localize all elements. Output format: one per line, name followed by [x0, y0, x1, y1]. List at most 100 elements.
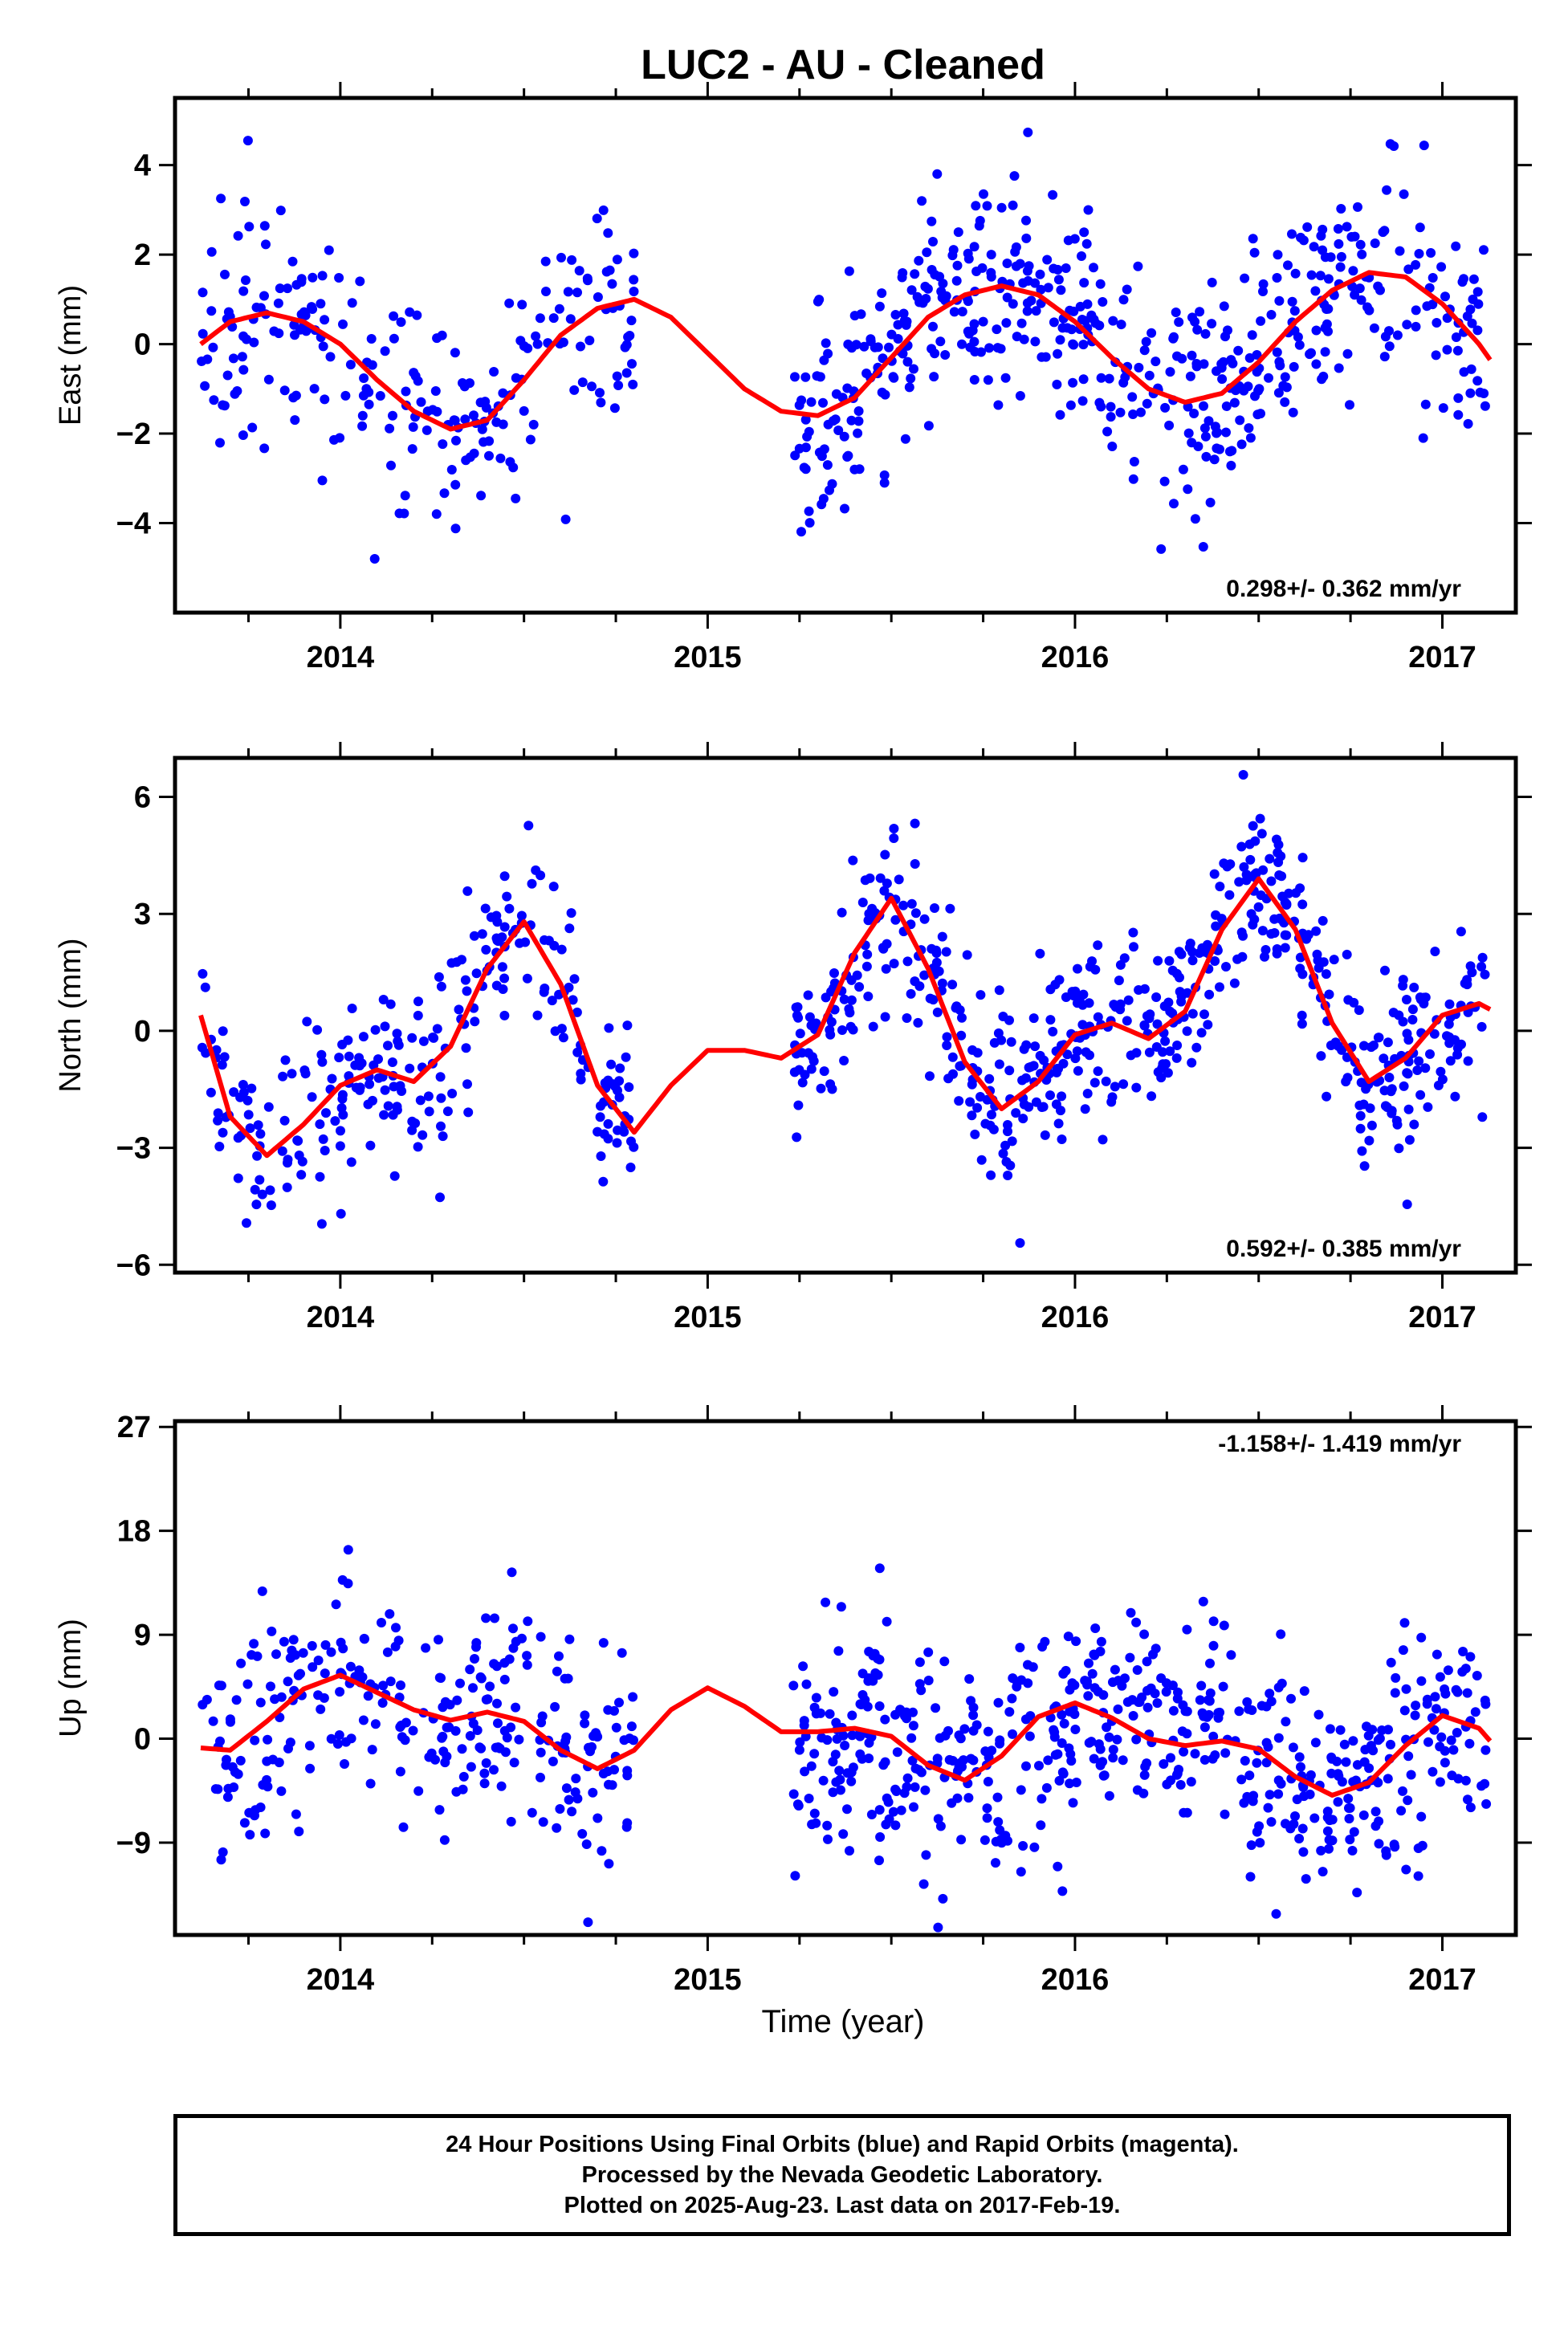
data-point	[1007, 1136, 1017, 1147]
data-point	[1134, 1697, 1144, 1707]
data-point	[790, 450, 800, 461]
data-point	[298, 1648, 308, 1658]
data-point	[422, 406, 433, 417]
data-point	[1463, 418, 1473, 429]
data-point	[307, 1640, 317, 1651]
data-point	[1187, 1008, 1198, 1019]
data-point	[1265, 853, 1275, 864]
data-point	[1008, 299, 1018, 309]
data-point	[626, 316, 637, 326]
data-point	[1429, 1725, 1440, 1735]
data-point	[930, 903, 939, 913]
data-point	[928, 321, 938, 332]
data-point	[1395, 246, 1405, 256]
data-point	[1000, 1831, 1011, 1841]
data-point	[902, 316, 912, 327]
data-point	[971, 201, 981, 211]
data-point	[1168, 1705, 1179, 1716]
data-point	[849, 311, 860, 321]
data-point	[389, 1171, 400, 1181]
data-point	[909, 1802, 918, 1812]
data-point	[996, 202, 1007, 213]
data-point	[1237, 951, 1248, 962]
y-tick-label: −6	[116, 1249, 151, 1282]
data-point	[1310, 1737, 1321, 1748]
data-point	[536, 870, 546, 881]
data-point	[933, 1922, 943, 1933]
data-point	[434, 1635, 443, 1645]
y-tick-label: 2	[134, 238, 151, 272]
data-point	[613, 381, 624, 390]
model-fit-line	[199, 270, 1493, 432]
data-point	[572, 1794, 583, 1804]
data-point	[1327, 1815, 1338, 1825]
data-point	[925, 993, 935, 1004]
data-point	[853, 416, 864, 426]
y-tick-label: 0	[134, 1723, 151, 1757]
data-point	[1294, 1752, 1305, 1762]
data-point	[1049, 317, 1059, 328]
data-point	[1460, 1775, 1471, 1786]
data-point	[838, 1829, 849, 1839]
data-point	[1001, 318, 1012, 328]
data-point	[603, 228, 613, 238]
data-point	[261, 239, 271, 250]
data-point	[873, 342, 883, 352]
data-point	[226, 1717, 235, 1727]
data-point	[485, 1681, 495, 1692]
data-point	[793, 1100, 804, 1110]
data-point	[315, 1119, 325, 1130]
data-point	[874, 1655, 885, 1664]
data-point	[891, 1786, 902, 1796]
data-point	[1069, 1709, 1080, 1719]
data-point	[564, 923, 575, 934]
data-point	[1018, 1114, 1028, 1124]
data-point	[629, 275, 639, 285]
data-point	[407, 1125, 417, 1135]
data-point	[415, 1095, 426, 1106]
data-point	[1231, 385, 1241, 396]
data-point	[978, 316, 988, 327]
data-point	[1061, 263, 1071, 273]
data-point	[1056, 285, 1066, 295]
data-point	[1195, 307, 1205, 317]
data-point	[260, 1828, 271, 1839]
data-point	[818, 397, 828, 408]
data-point	[1302, 222, 1313, 232]
data-point	[1021, 233, 1032, 243]
data-point	[968, 1710, 979, 1721]
data-point	[1175, 987, 1185, 997]
data-point	[1480, 401, 1490, 411]
data-point	[1383, 1725, 1393, 1735]
data-point	[1026, 295, 1037, 306]
data-point	[438, 1702, 448, 1713]
data-point	[1431, 1704, 1441, 1714]
data-point	[369, 554, 380, 564]
data-point	[1049, 1725, 1059, 1735]
data-point	[965, 1097, 975, 1107]
data-point	[440, 1758, 450, 1768]
data-point	[1245, 1872, 1256, 1882]
data-point	[274, 328, 284, 339]
data-point	[843, 450, 853, 461]
data-point	[1291, 888, 1301, 898]
data-point	[320, 1146, 330, 1155]
data-point	[1089, 314, 1099, 324]
data-point	[949, 307, 959, 317]
data-point	[628, 379, 638, 389]
data-point	[395, 1766, 405, 1777]
data-point	[957, 339, 967, 349]
data-point	[1104, 1732, 1114, 1742]
data-point	[242, 1218, 251, 1228]
data-point	[538, 1817, 548, 1827]
data-point	[940, 350, 951, 360]
data-point	[1098, 297, 1108, 307]
data-point	[1144, 1047, 1155, 1057]
data-point	[413, 996, 423, 1007]
data-point	[881, 963, 891, 974]
data-point	[1429, 1029, 1440, 1039]
data-point	[1167, 1008, 1178, 1019]
data-point	[1084, 1658, 1094, 1668]
data-point	[1297, 1823, 1308, 1834]
data-point	[1358, 1099, 1369, 1110]
